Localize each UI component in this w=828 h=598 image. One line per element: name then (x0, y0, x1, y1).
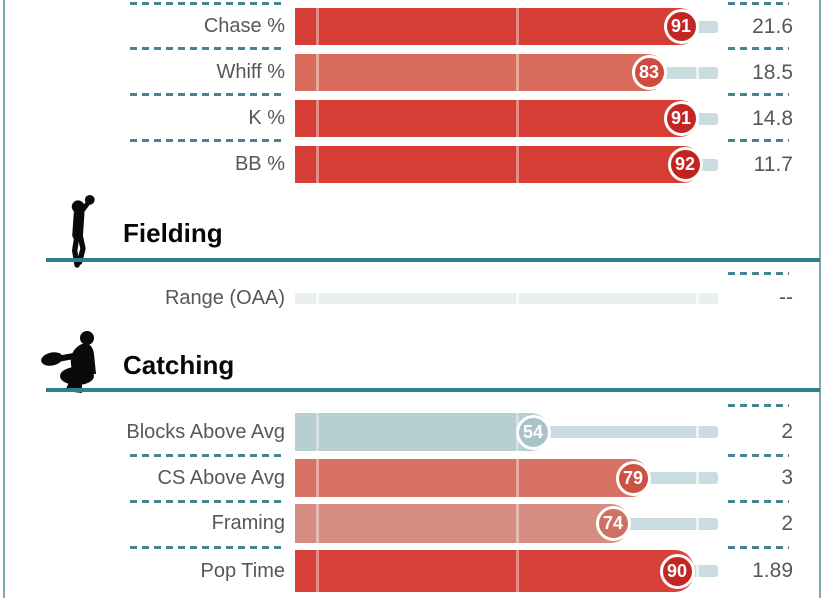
metric-label: Blocks Above Avg (126, 420, 285, 443)
percentile-bar (295, 146, 702, 183)
percentile-badge: 91 (663, 101, 699, 136)
grid-stripe (516, 504, 519, 543)
section-title-fielding: Fielding (123, 218, 223, 248)
percentile-track: 90 (295, 550, 718, 592)
metric-value: 1.89 (752, 559, 793, 582)
percentile-bar (295, 459, 650, 497)
percentile-bar (295, 413, 550, 451)
dashed-separator (728, 93, 789, 96)
percentile-track: 92 (295, 146, 718, 183)
grid-stripe (696, 517, 699, 530)
percentile-track: 54 (295, 413, 718, 451)
grid-stripe (696, 565, 699, 577)
percentile-bar (295, 8, 698, 45)
percentile-track: 83 (295, 54, 718, 91)
dashed-separator (728, 404, 789, 407)
section-rule-catching (46, 388, 820, 392)
metric-label: CS Above Avg (157, 466, 286, 489)
track-remainder (613, 517, 718, 530)
grid-stripe (316, 292, 319, 304)
grid-stripe (516, 146, 519, 183)
percentile-badge: 74 (595, 506, 631, 541)
dashed-separator (728, 546, 789, 549)
metric-value: 14.8 (752, 106, 793, 130)
grid-stripe (316, 146, 319, 183)
grid-stripe (516, 54, 519, 91)
grid-stripe (516, 459, 519, 497)
grid-stripe (316, 504, 319, 543)
dashed-separator (728, 139, 789, 142)
grid-stripe (316, 100, 319, 137)
dashed-separator (130, 2, 286, 5)
metric-label: Pop Time (200, 559, 285, 582)
dashed-separator (728, 500, 789, 503)
grid-stripe (696, 426, 699, 438)
percentile-track: 79 (295, 459, 718, 497)
grid-stripe (516, 100, 519, 137)
percentile-badge: 79 (615, 460, 651, 496)
percentile-badge: 54 (515, 414, 551, 450)
metric-value: 18.5 (752, 60, 793, 84)
grid-stripe (316, 54, 319, 91)
page-right-border (819, 0, 821, 598)
metric-label: BB % (234, 153, 285, 175)
percentile-badge: 90 (659, 553, 695, 589)
metric-value: 21.6 (752, 14, 793, 38)
dashed-separator (130, 47, 286, 50)
dashed-separator (130, 500, 286, 503)
track-remainder (533, 426, 718, 438)
section-title-catching: Catching (123, 350, 235, 380)
metric-label: Range (OAA) (164, 286, 285, 309)
metric-value: -- (779, 286, 793, 309)
metric-value: 2 (781, 511, 793, 535)
page-left-border (3, 0, 5, 598)
metric-label: Framing (211, 512, 285, 534)
grid-stripe (516, 550, 519, 592)
dashed-separator (130, 546, 286, 549)
dashed-separator (728, 2, 789, 5)
percentile-track: 91 (295, 100, 718, 137)
percentile-bar (295, 504, 630, 543)
dashed-separator (728, 272, 789, 275)
percentile-bar (295, 54, 666, 91)
percentile-track: 74 (295, 504, 718, 543)
metric-value: 2 (781, 420, 793, 443)
grid-stripe (316, 8, 319, 45)
grid-stripe (696, 66, 699, 79)
dashed-separator (728, 47, 789, 50)
dashed-separator (728, 454, 789, 457)
grid-stripe (696, 292, 699, 304)
grid-stripe (696, 472, 699, 484)
grid-stripe (316, 459, 319, 497)
track-remainder (633, 472, 718, 484)
percentile-badge: 83 (631, 55, 667, 90)
dashed-separator (130, 93, 286, 96)
metric-value: 3 (781, 466, 793, 489)
empty-track (295, 292, 718, 304)
grid-stripe (316, 550, 319, 592)
percentile-bar (295, 100, 698, 137)
section-rule-fielding (46, 258, 820, 262)
metric-label: Chase % (203, 15, 285, 37)
percentile-badge: 92 (667, 147, 703, 182)
fielder-icon (58, 194, 106, 270)
metric-value: 11.7 (753, 152, 793, 176)
metric-label: Whiff % (216, 61, 285, 83)
grid-stripe (516, 8, 519, 45)
grid-stripe (516, 292, 519, 304)
metric-label: K % (248, 107, 285, 129)
percentile-track (295, 286, 718, 310)
percentile-badge: 91 (663, 9, 699, 44)
dashed-separator (130, 139, 286, 142)
percentile-bar (295, 550, 694, 592)
dashed-separator (130, 454, 286, 457)
percentile-track: 91 (295, 8, 718, 45)
grid-stripe (316, 413, 319, 451)
